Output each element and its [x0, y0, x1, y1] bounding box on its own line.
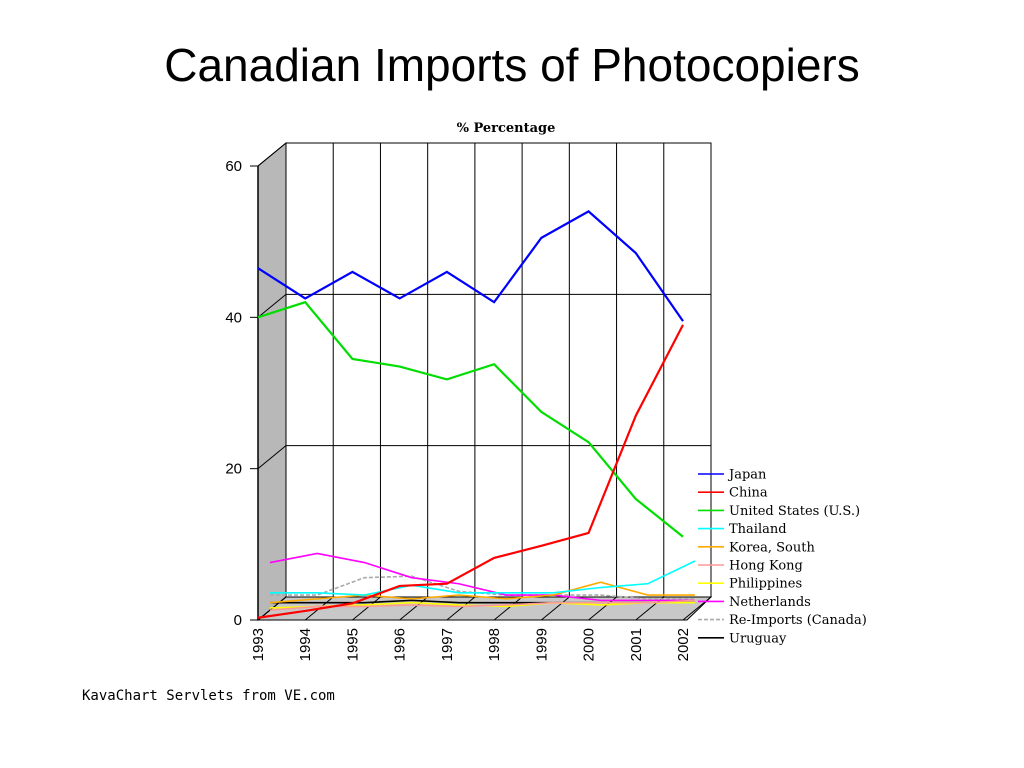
legend-label: Uruguay: [729, 631, 787, 646]
series-line-united-states-u-s-: [257, 300, 684, 538]
legend-label: Japan: [727, 468, 767, 483]
y-tick-label: 20: [225, 461, 242, 478]
series-line-china: [257, 324, 684, 619]
y-tick-label: 40: [225, 309, 242, 326]
x-tick-label: 2002: [675, 628, 692, 661]
legend-label: Netherlands: [729, 595, 811, 610]
legend-label: United States (U.S.): [729, 504, 860, 519]
series-line-japan: [257, 210, 684, 322]
legend-label: China: [729, 486, 768, 501]
floor-gridline: [493, 596, 523, 621]
y-tick-label: 60: [225, 158, 242, 175]
series-line-thailand: [270, 560, 696, 596]
x-tick-label: 1993: [250, 628, 267, 661]
chart-title: % Percentage: [457, 121, 556, 136]
floor-gridline: [352, 596, 381, 621]
wall-gridline: [257, 293, 287, 318]
legend: Japan China United States (U.S.) Thailand Ko…: [698, 468, 867, 646]
x-tick-label: 1994: [297, 628, 314, 661]
legend-label: Re-Imports (Canada): [729, 613, 867, 628]
y-tick-label: 0: [234, 612, 242, 629]
legend-label: Korea, South: [729, 540, 815, 555]
plot-area: 0 20 40 60 1993 1994 1995 1996 1997 1998 1999 2000 2…: [225, 141, 713, 661]
legend-label: Philippines: [729, 577, 802, 592]
x-tick-label: 1999: [533, 628, 550, 661]
x-tick-label: 1995: [344, 628, 361, 661]
x-tick-label: 2000: [581, 628, 598, 661]
series-line-korea-south: [269, 581, 695, 604]
legend-label: Hong Kong: [729, 559, 803, 574]
floor-gridline: [446, 596, 476, 621]
legend-label: Thailand: [729, 522, 787, 537]
left-wall: [257, 141, 287, 622]
x-tick-label: 1998: [486, 628, 503, 661]
series-line-netherlands: [269, 552, 695, 602]
x-tick-label: 1997: [439, 628, 456, 661]
x-tick-label: 2001: [628, 628, 645, 661]
floor-gridline: [541, 596, 570, 621]
series-line-hong-kong: [269, 599, 696, 612]
footer-credit: KavaChart Servlets from VE.com: [82, 688, 335, 704]
x-tick-label: 1996: [392, 628, 409, 661]
slide-title: Canadian Imports of Photocopiers: [164, 39, 860, 91]
wall-gridline: [257, 445, 287, 470]
wall-gridline: [257, 142, 287, 167]
